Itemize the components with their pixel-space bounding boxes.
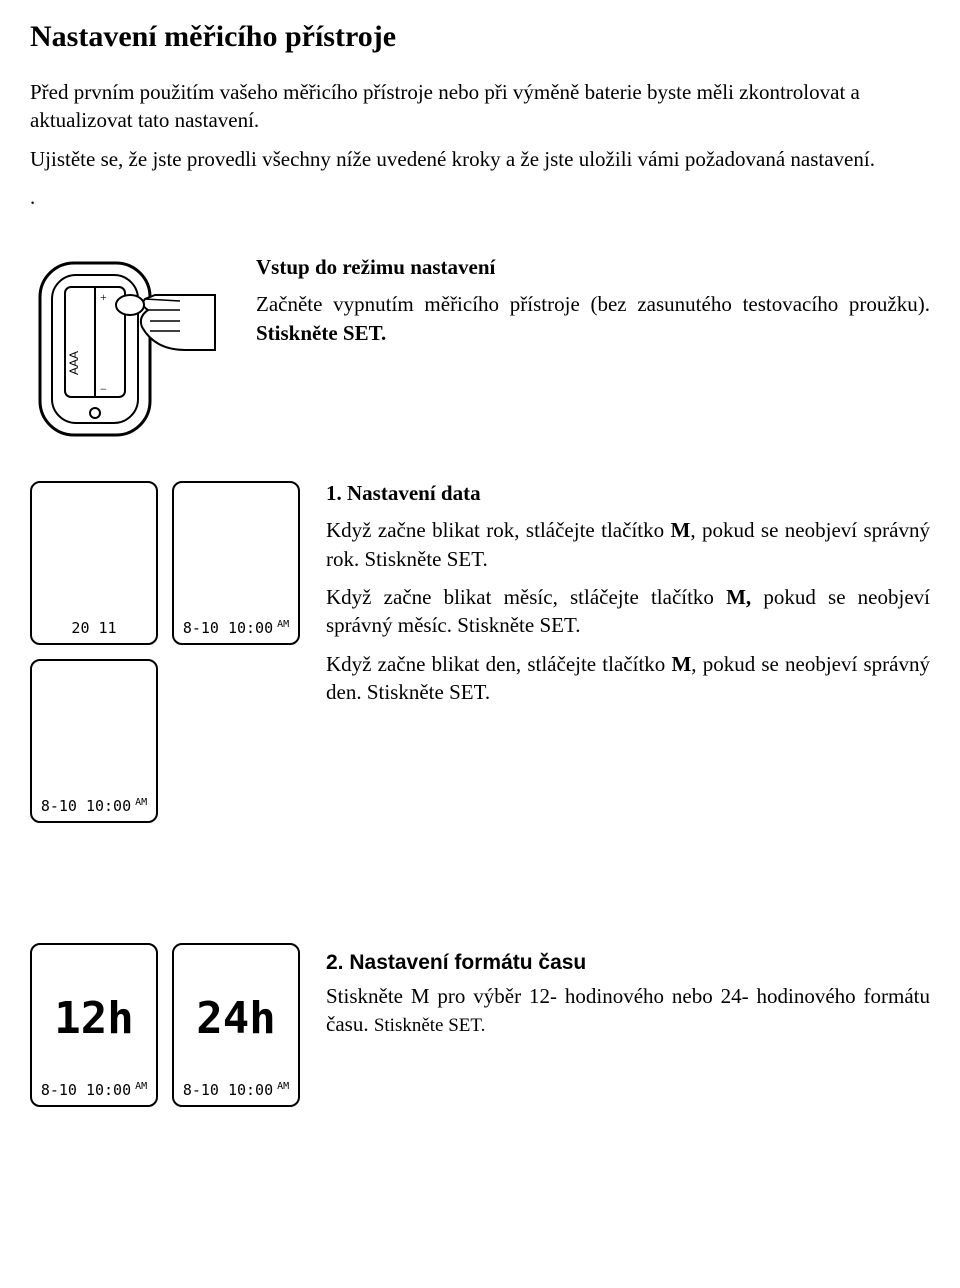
screen-24h-suffix: AM: [277, 1081, 289, 1099]
section-time-format: 12h 8-10 10:00AM 24h 8-10 10:00AM 2. Nas…: [30, 943, 930, 1107]
s2p1b: M: [671, 518, 691, 542]
screen-12h-suffix: AM: [135, 1081, 147, 1099]
screen-12h: 12h 8-10 10:00AM: [30, 943, 158, 1107]
svg-text:+: +: [100, 290, 107, 304]
screen-month: 8-10 10:00AM: [172, 481, 300, 645]
screen-day: 8-10 10:00AM: [30, 659, 158, 823]
intro-paragraph-2: Ujistěte se, že jste provedli všechny ní…: [30, 145, 930, 173]
screen-year: 20 11: [30, 481, 158, 645]
svg-text:−: −: [100, 382, 107, 396]
screen-24h-center: 24h: [174, 993, 298, 1044]
section1-p1a: Začněte vypnutím měřicího přístroje (bez…: [256, 292, 930, 316]
section3-p1: Stiskněte M pro výběr 12- hodinového neb…: [326, 982, 930, 1039]
section2-p3: Když začne blikat den, stláčejte tlačítk…: [326, 650, 930, 707]
date-screens: 20 11 8-10 10:00AM 8-10 10:00AM: [30, 481, 300, 823]
section2-p1: Když začne blikat rok, stláčejte tlačítk…: [326, 516, 930, 573]
screen-year-value: 20 11: [71, 619, 116, 637]
intro-paragraph-1: Před prvním použitím vašeho měřicího pří…: [30, 78, 930, 135]
screen-day-value: 8-10 10:00: [41, 797, 131, 815]
s2p3a: Když začne blikat den, stláčejte tlačítk…: [326, 652, 671, 676]
intro-paragraph-3: .: [30, 183, 930, 211]
section1-heading: Vstup do režimu nastavení: [256, 255, 930, 280]
section-set-date: 20 11 8-10 10:00AM 8-10 10:00AM 1. Nasta…: [30, 481, 930, 823]
section2-p2: Když začne blikat měsíc, stláčejte tlačí…: [326, 583, 930, 640]
screen-12h-center: 12h: [32, 993, 156, 1044]
device-battery-illustration: AAA + −: [30, 255, 230, 445]
s2p3b: M: [671, 652, 691, 676]
screen-month-suffix: AM: [277, 619, 289, 637]
screen-24h-bottom: 8-10 10:00: [183, 1081, 273, 1099]
section3-heading: 2. Nastavení formátu času: [326, 949, 930, 977]
s2p2a: Když začne blikat měsíc, stláčejte tlačí…: [326, 585, 726, 609]
screen-month-value: 8-10 10:00: [183, 619, 273, 637]
s3p1b: Stiskněte SET.: [374, 1015, 486, 1036]
section1-p1b: Stiskněte SET.: [256, 321, 386, 345]
time-format-screens: 12h 8-10 10:00AM 24h 8-10 10:00AM: [30, 943, 300, 1107]
s2p1a: Když začne blikat rok, stláčejte tlačítk…: [326, 518, 671, 542]
section-enter-setup: AAA + − Vstup do režimu nastavení Začnět…: [30, 255, 930, 445]
screen-day-suffix: AM: [135, 797, 147, 815]
svg-text:AAA: AAA: [67, 351, 81, 375]
screen-12h-bottom: 8-10 10:00: [41, 1081, 131, 1099]
page-title: Nastavení měřicího přístroje: [30, 20, 930, 54]
screen-24h: 24h 8-10 10:00AM: [172, 943, 300, 1107]
s2p2b: M,: [726, 585, 751, 609]
section1-paragraph: Začněte vypnutím měřicího přístroje (bez…: [256, 290, 930, 347]
section2-heading: 1. Nastavení data: [326, 481, 930, 506]
